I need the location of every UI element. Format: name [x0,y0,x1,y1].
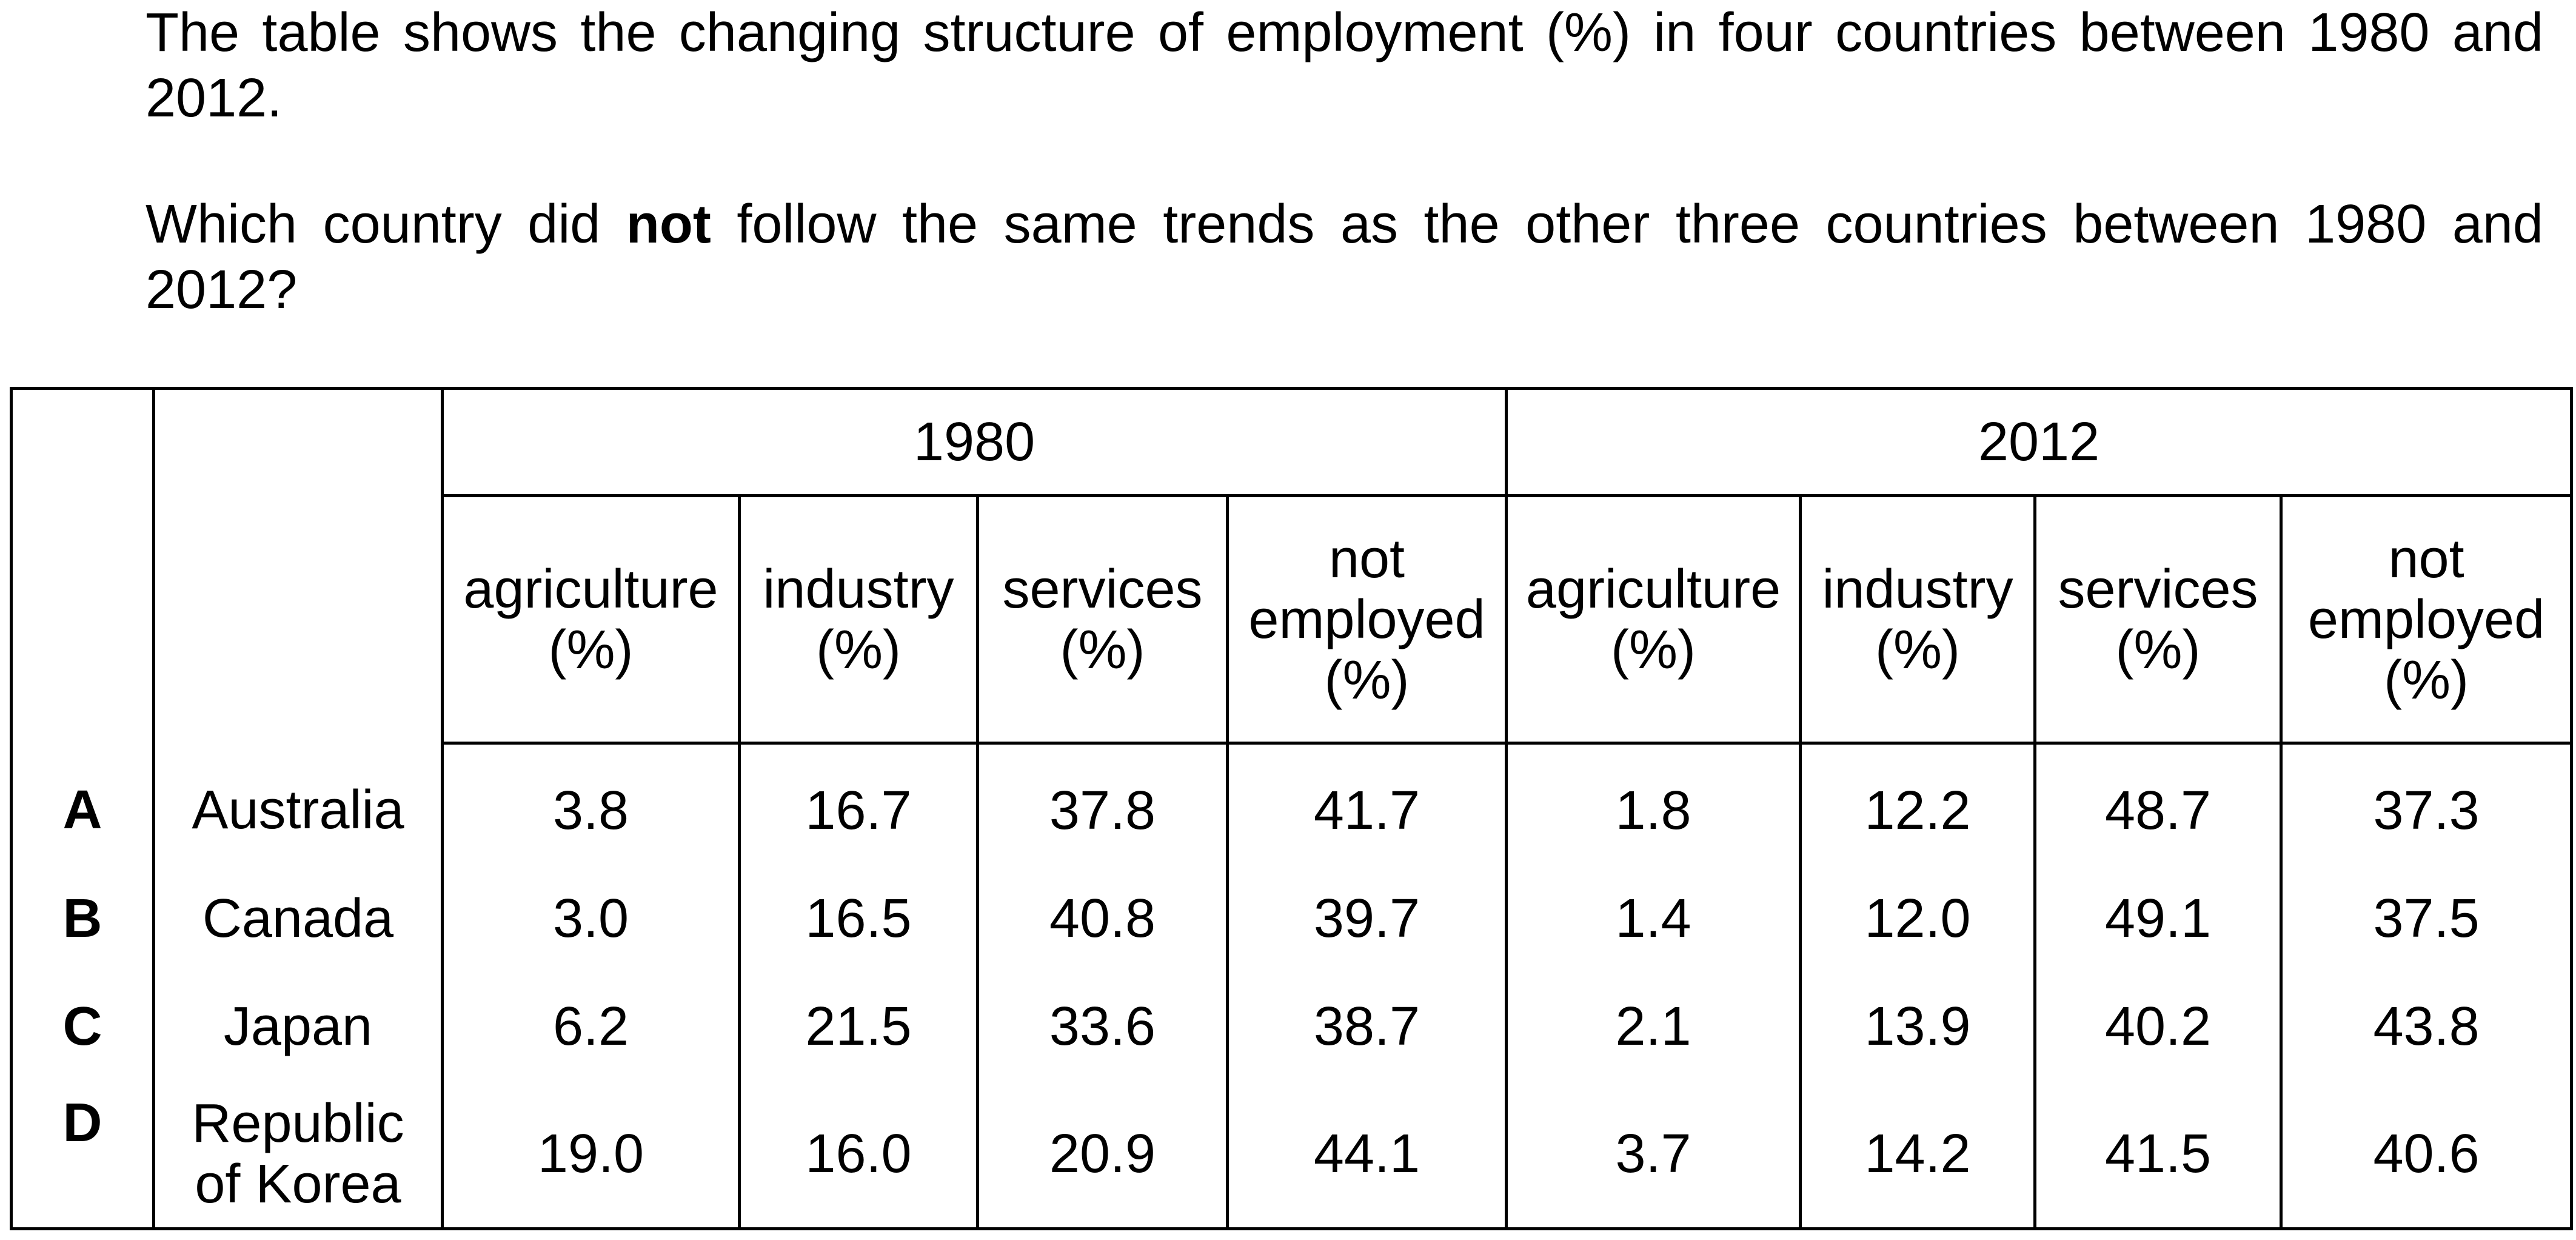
table-row: A Australia 3.8 16.7 37.8 41.7 1.8 12.2 … [10,743,2574,865]
value-cell: 19.0 [441,1080,741,1229]
header-agriculture-1980: agriculture (%) [441,495,741,745]
value-cell: 16.0 [738,1080,979,1229]
header-not-employed-1980: not employed (%) [1225,495,1508,745]
country-name: Republic of Korea [152,1080,444,1229]
value-cell: 41.5 [2033,1080,2283,1229]
header-services-2012: services (%) [2033,495,2283,745]
header-agriculture-2012: agriculture (%) [1505,495,1802,745]
header-services-1980: services (%) [976,495,1229,745]
employment-table: 1980 2012 agriculture (%) industry (%) ser… [10,387,2574,1230]
country-name: Japan [152,973,444,1081]
year-1980-header: 1980 [440,388,1508,497]
table-row: B Canada 3.0 16.5 40.8 39.7 1.4 12.0 49.… [10,865,2574,973]
value-cell: 12.0 [1799,865,2037,973]
value-cell: 38.7 [1225,973,1508,1081]
value-cell: 40.2 [2033,973,2283,1081]
value-cell: 3.8 [441,743,741,865]
value-cell: 2.1 [1505,973,1802,1081]
table-row: C Japan 6.2 21.5 33.6 38.7 2.1 13.9 40.2… [10,973,2574,1081]
year-2012-header: 2012 [1505,388,2574,497]
value-cell: 16.5 [738,865,979,973]
value-cell: 21.5 [738,973,979,1081]
row-letter: B [10,865,155,973]
row-letter: C [10,973,155,1081]
country-header-cell [152,388,444,743]
value-cell: 3.7 [1505,1080,1802,1229]
table-row: D Republic of Korea 19.0 16.0 20.9 44.1 3… [10,1080,2574,1229]
question-prompt: Which country did not follow the same tr… [146,192,2543,323]
column-header-row: agriculture (%) industry (%) services (%) n… [12,495,2574,745]
country-name: Australia [152,743,444,865]
value-cell: 33.6 [976,973,1229,1081]
value-cell: 37.5 [2280,865,2574,973]
question-prompt-emphasis: not [626,194,711,255]
value-cell: 49.1 [2033,865,2283,973]
question-text: The table shows the changing structure o… [146,0,2543,323]
value-cell: 43.8 [2280,973,2574,1081]
year-header-row: 1980 2012 [10,388,2574,743]
country-name: Canada [152,865,444,973]
row-letter: A [10,743,155,865]
value-cell: 3.0 [441,865,741,973]
question-prompt-end: follow the same trends as the other thre… [146,194,2543,320]
letter-header-cell [10,388,155,743]
question-prompt-start: Which country did [146,194,626,255]
header-not-employed-2012: not employed (%) [2280,495,2574,745]
row-letter: D [10,1080,155,1229]
value-cell: 40.6 [2280,1080,2574,1229]
value-cell: 13.9 [1799,973,2037,1081]
value-cell: 20.9 [976,1080,1229,1229]
question-intro: The table shows the changing structure o… [146,2,2543,129]
header-industry-2012: industry (%) [1799,495,2037,745]
value-cell: 12.2 [1799,743,2037,865]
value-cell: 44.1 [1225,1080,1508,1229]
value-cell: 41.7 [1225,743,1508,865]
value-cell: 14.2 [1799,1080,2037,1229]
header-industry-1980: industry (%) [738,495,979,745]
value-cell: 1.8 [1505,743,1802,865]
value-cell: 1.4 [1505,865,1802,973]
value-cell: 40.8 [976,865,1229,973]
value-cell: 16.7 [738,743,979,865]
value-cell: 39.7 [1225,865,1508,973]
value-cell: 37.3 [2280,743,2574,865]
value-cell: 37.8 [976,743,1229,865]
value-cell: 6.2 [441,973,741,1081]
value-cell: 48.7 [2033,743,2283,865]
